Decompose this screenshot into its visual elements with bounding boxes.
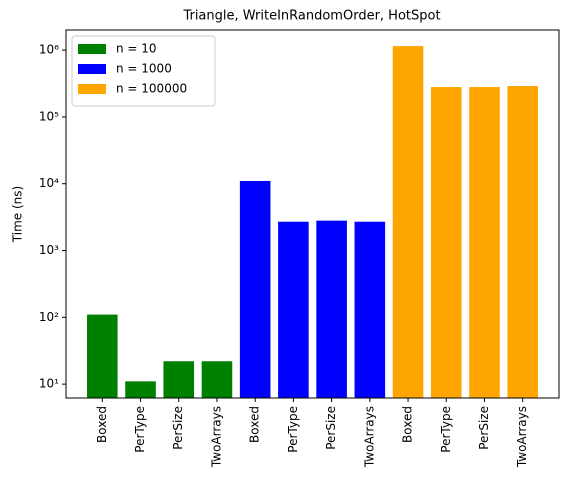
y-tick-label: 10¹ <box>39 377 59 391</box>
bar <box>201 361 233 398</box>
legend-label: n = 100000 <box>116 82 187 96</box>
y-tick-label: 10⁴ <box>39 176 59 190</box>
bar <box>430 87 462 398</box>
bar <box>163 361 195 398</box>
legend-box <box>71 35 216 107</box>
legend-swatch <box>78 64 106 74</box>
bar <box>87 314 118 398</box>
y-tick-label: 10³ <box>39 243 59 257</box>
x-tick-label: PerSize <box>477 406 491 450</box>
x-tick-label: Boxed <box>401 406 415 443</box>
y-axis-label: Time (ns) <box>11 186 25 243</box>
legend-label: n = 10 <box>116 42 157 56</box>
bar <box>125 381 156 398</box>
bar <box>316 220 347 398</box>
chart-title: Triangle, WriteInRandomOrder, HotSpot <box>182 9 440 24</box>
legend-swatch <box>78 84 106 94</box>
x-tick-label: PerSize <box>171 406 185 450</box>
bar <box>469 87 500 398</box>
bar <box>278 221 309 398</box>
x-tick-label: TwoArrays <box>515 406 529 468</box>
x-tick-label: PerType <box>286 406 300 453</box>
bar <box>392 46 424 399</box>
x-tick-label: PerType <box>133 406 147 453</box>
bar <box>239 180 271 398</box>
x-tick-label: PerType <box>439 406 453 453</box>
x-tick-label: Boxed <box>248 406 262 443</box>
x-tick-label: Boxed <box>95 406 109 443</box>
bar <box>354 221 386 398</box>
legend-label: n = 1000 <box>116 62 172 76</box>
y-tick-label: 10² <box>39 310 59 324</box>
y-tick-label: 10⁶ <box>39 43 59 57</box>
x-tick-label: PerSize <box>324 406 338 450</box>
x-tick-label: TwoArrays <box>362 406 376 468</box>
plot-frame <box>65 29 560 399</box>
y-tick-label: 10⁵ <box>39 109 59 123</box>
legend-swatch <box>78 44 106 54</box>
bar <box>507 86 538 399</box>
x-tick-label: TwoArrays <box>209 406 223 468</box>
